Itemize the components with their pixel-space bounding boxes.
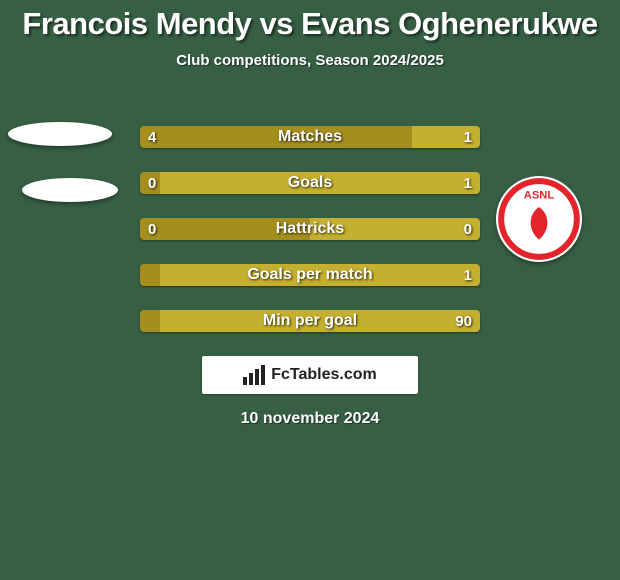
bar-label: Matches [140,126,480,148]
bar-row: Hattricks0 0 [140,218,480,240]
subtitle: Club competitions, Season 2024/2025 [0,52,620,69]
bar-value-right: 0 [456,218,480,240]
bar-row: Goals per match1 [140,264,480,286]
bar-value-right: 90 [447,310,480,332]
club-badge-label: ASNL [524,189,555,201]
bar-row: Matches4 1 [140,126,480,148]
bar-chart-icon [243,365,265,385]
comparison-bars: Matches41Goals01Hattricks00Goals per mat… [140,126,480,356]
player-left-silhouette-2 [22,178,118,202]
bar-value-right: 1 [456,264,480,286]
player-left-silhouette-1 [8,122,112,146]
bar-value-left: 0 [140,218,164,240]
bar-value-left: 4 [140,126,164,148]
bar-label: Goals [140,172,480,194]
date-text: 10 november 2024 [0,410,620,428]
bar-label: Min per goal [140,310,480,332]
page-title: Francois Mendy vs Evans Oghenerukwe [0,0,620,42]
bar-value-right: 1 [456,172,480,194]
bar-label: Hattricks [140,218,480,240]
bar-row: Min per goal90 [140,310,480,332]
bar-label: Goals per match [140,264,480,286]
brand-text: FcTables.com [271,366,377,384]
bar-value-left: 0 [140,172,164,194]
brand-attribution: FcTables.com [202,356,418,394]
bar-value-right: 1 [456,126,480,148]
club-badge-right: ASNL [496,176,582,262]
bar-row: Goals0 1 [140,172,480,194]
infographic-canvas: Francois Mendy vs Evans Oghenerukwe Club… [0,0,620,580]
